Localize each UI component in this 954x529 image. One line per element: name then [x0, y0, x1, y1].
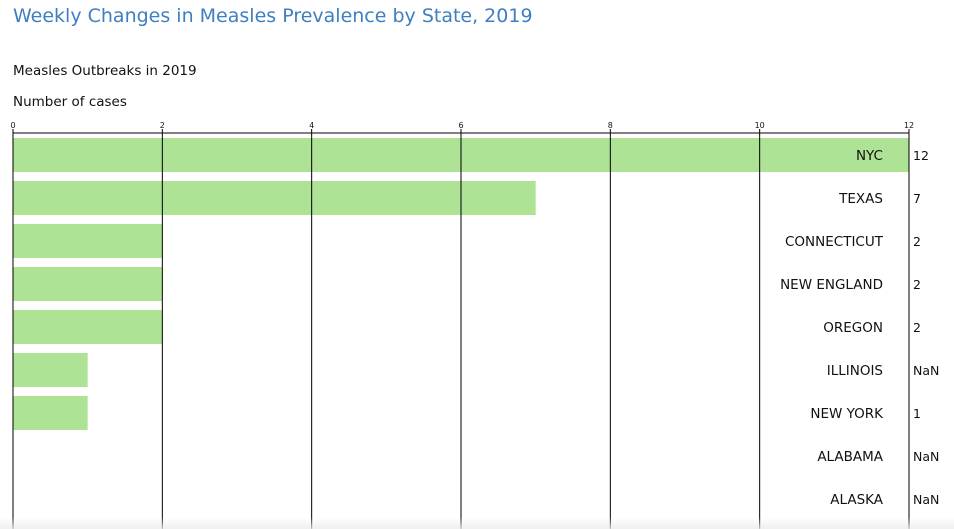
x-tick-label: 2	[160, 121, 165, 130]
page-title: Weekly Changes in Measles Prevalence by …	[13, 5, 533, 27]
x-tick-label: 12	[904, 121, 914, 130]
value-label: 12	[913, 148, 929, 163]
chart-subtitle: Measles Outbreaks in 2019	[13, 63, 197, 79]
value-label: NaN	[913, 492, 939, 507]
value-label: 2	[913, 320, 921, 335]
category-label: NEW YORK	[810, 406, 884, 422]
x-axis-label: Number of cases	[13, 94, 127, 110]
x-tick-label: 10	[755, 121, 765, 130]
category-label: CONNECTICUT	[785, 234, 884, 250]
value-label: NaN	[913, 363, 939, 378]
x-tick-label: 6	[458, 121, 463, 130]
category-label: NEW ENGLAND	[780, 277, 883, 293]
value-label: 2	[913, 234, 921, 249]
x-tick-label: 8	[608, 121, 613, 130]
x-tick-label: 0	[10, 121, 15, 130]
category-label: ALABAMA	[817, 449, 883, 465]
value-label: 1	[913, 406, 921, 421]
category-label: ILLINOIS	[827, 363, 883, 379]
category-label: ALASKA	[830, 492, 883, 508]
category-label: OREGON	[823, 320, 883, 336]
category-label: TEXAS	[838, 191, 883, 207]
bar	[13, 181, 536, 215]
bar	[13, 310, 163, 344]
value-label: 2	[913, 277, 921, 292]
category-label: NYC	[856, 148, 883, 164]
value-label: NaN	[913, 449, 939, 464]
bar	[13, 396, 88, 430]
x-tick-label: 4	[309, 121, 314, 130]
bar	[13, 353, 88, 387]
value-label: 7	[913, 191, 921, 206]
bar	[13, 224, 163, 258]
bar	[13, 267, 163, 301]
